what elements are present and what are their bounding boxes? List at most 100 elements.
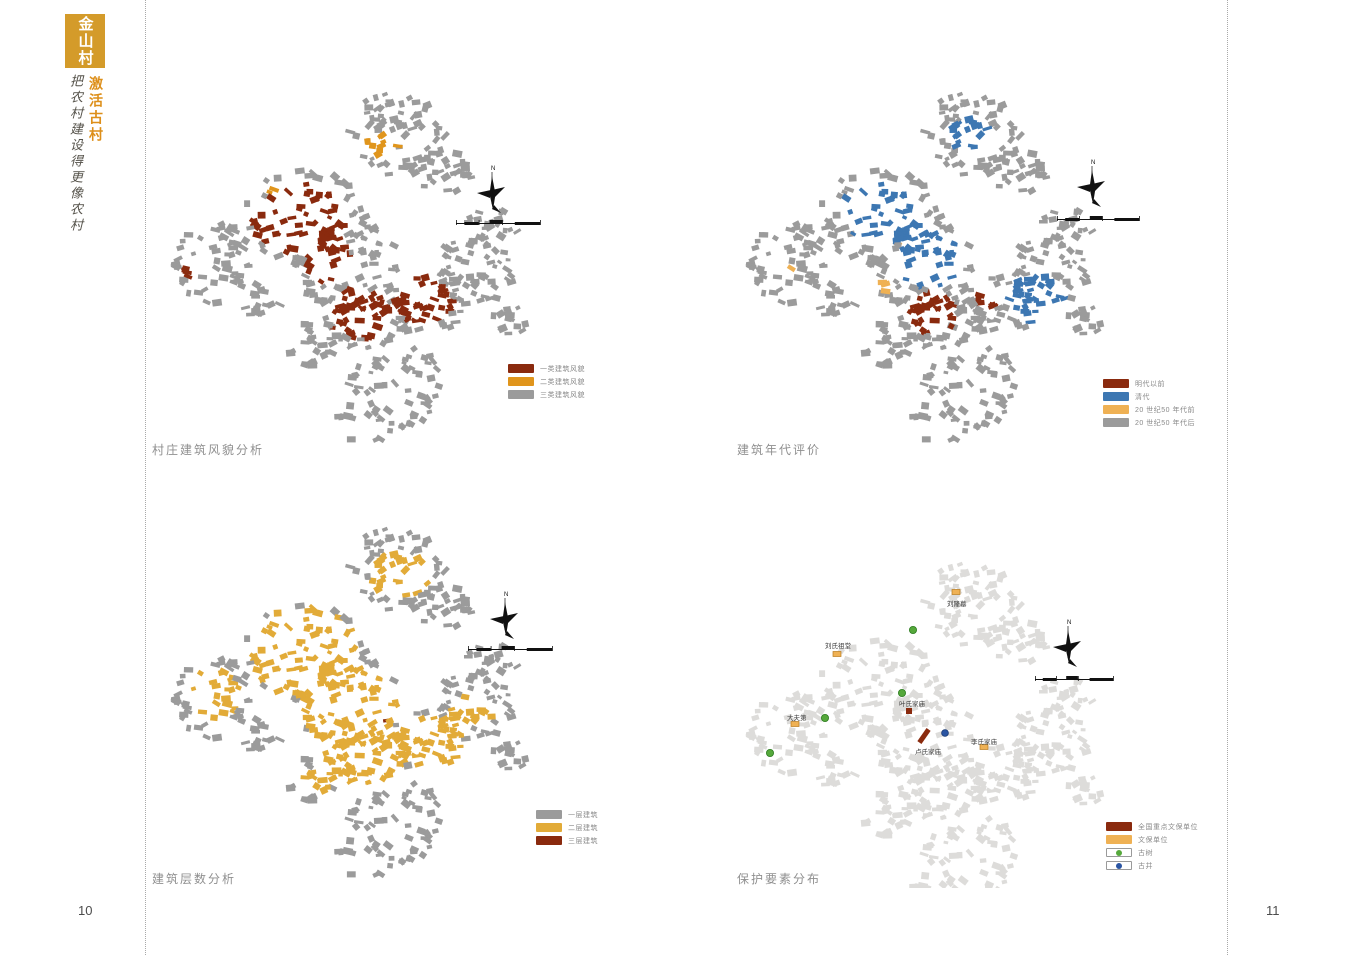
color-swatch xyxy=(508,390,534,399)
page-number-left: 10 xyxy=(78,903,93,918)
color-swatch xyxy=(1103,405,1129,414)
svg-text:N: N xyxy=(1091,160,1095,166)
color-swatch xyxy=(1106,835,1132,844)
well-swatch-icon xyxy=(1106,861,1132,870)
right-dotted-divider xyxy=(1227,0,1228,955)
ancient-tree-marker xyxy=(897,688,906,697)
legend-label: 20 世纪50 年代后 xyxy=(1135,419,1195,427)
building-footprints xyxy=(745,91,1105,444)
sidebar-slogan: 把农村建设得更像农村 xyxy=(68,74,83,234)
legend-label: 文保单位 xyxy=(1138,836,1168,844)
relic-marker xyxy=(951,589,961,595)
legend-label: 三类建筑风貌 xyxy=(540,391,585,399)
map-panel-floors: N xyxy=(160,483,580,883)
color-swatch xyxy=(508,364,534,373)
left-dotted-divider xyxy=(145,0,146,955)
map-title-age: 建筑年代评价 xyxy=(737,443,822,457)
map-panel-style: N xyxy=(160,48,580,448)
legend-label: 一层建筑 xyxy=(568,811,598,819)
legend-label: 古树 xyxy=(1138,849,1153,857)
map-title-protect: 保护要素分布 xyxy=(737,872,822,886)
village-name: 金山村 xyxy=(76,15,94,67)
sidebar-subtitle: 激活古村 xyxy=(88,76,104,144)
north-arrow-icon: N xyxy=(477,166,505,213)
legend-label: 一类建筑风貌 xyxy=(540,365,585,373)
legend-item: 全国重点文保单位 xyxy=(1106,820,1198,833)
ancient-tree-marker xyxy=(765,748,774,757)
legend-item: 古树 xyxy=(1106,846,1198,859)
map-svg-age: N xyxy=(745,91,1140,444)
legend-protect: 全国重点文保单位 文保单位古树古井 xyxy=(1106,820,1198,872)
map-svg-style: N xyxy=(170,91,541,444)
legend-age: 明代以前清代 20 世纪50 年代前 20 世纪50 年代后 xyxy=(1103,377,1195,429)
legend-item: 一层建筑 xyxy=(536,808,598,821)
building-footprints xyxy=(170,91,530,444)
legend-label: 二类建筑风貌 xyxy=(540,378,585,386)
legend-item: 古井 xyxy=(1106,859,1198,872)
map-svg-floors: N xyxy=(170,526,553,879)
legend-label: 古井 xyxy=(1138,862,1153,870)
color-swatch xyxy=(1103,418,1129,427)
legend-item: 三类建筑风貌 xyxy=(508,388,585,401)
relic-label: 刘氏祖堂 xyxy=(825,641,852,650)
building-footprints xyxy=(170,526,530,879)
ancient-tree-marker xyxy=(908,626,917,635)
legend-item: 三层建筑 xyxy=(536,834,598,847)
color-swatch xyxy=(536,836,562,845)
svg-text:N: N xyxy=(504,592,508,598)
color-swatch xyxy=(508,377,534,386)
page-number-right: 11 xyxy=(1266,903,1280,918)
map-title-style: 村庄建筑风貌分析 xyxy=(152,443,265,457)
relic-label: 李氏家庙 xyxy=(971,737,998,746)
relic-label: 叶氏家庙 xyxy=(899,699,926,708)
color-swatch xyxy=(536,810,562,819)
legend-item: 明代以前 xyxy=(1103,377,1195,390)
relic-label: 大夫第 xyxy=(787,713,807,722)
legend-item: 一类建筑风貌 xyxy=(508,362,585,375)
legend-label: 明代以前 xyxy=(1135,380,1165,388)
relic-marker xyxy=(906,708,912,714)
legend-label: 三层建筑 xyxy=(568,837,598,845)
svg-text:N: N xyxy=(491,166,495,172)
scale-bar xyxy=(1057,216,1140,221)
relic-marker xyxy=(790,721,800,727)
legend-item: 二类建筑风貌 xyxy=(508,375,585,388)
legend-item: 二层建筑 xyxy=(536,821,598,834)
svg-text:N: N xyxy=(1067,620,1071,626)
village-name-badge: 金山村 xyxy=(65,14,105,68)
legend-label: 清代 xyxy=(1135,393,1150,401)
relic-label: 刘隆墓 xyxy=(947,599,967,608)
legend-item: 文保单位 xyxy=(1106,833,1198,846)
relic-label: 卢氏家庙 xyxy=(915,747,942,756)
legend-item: 20 世纪50 年代前 xyxy=(1103,403,1195,416)
legend-style: 一类建筑风貌 二类建筑风貌 三类建筑风貌 xyxy=(508,362,585,401)
legend-label: 全国重点文保单位 xyxy=(1138,823,1198,831)
scale-bar xyxy=(468,646,553,651)
map-panel-age: N xyxy=(735,48,1155,460)
color-swatch xyxy=(1103,379,1129,388)
color-swatch xyxy=(536,823,562,832)
color-swatch xyxy=(1103,392,1129,401)
scale-bar xyxy=(1035,676,1114,681)
map-title-floors: 建筑层数分析 xyxy=(152,872,237,886)
building-footprints xyxy=(745,561,1105,888)
legend-label: 二层建筑 xyxy=(568,824,598,832)
north-arrow-icon: N xyxy=(490,592,518,639)
relic-marker xyxy=(832,651,842,657)
map-panel-protect: N 刘隆墓刘氏祖堂大夫第 叶氏家庙卢氏家庙 李氏家庙 xyxy=(735,518,1135,888)
legend-label: 20 世纪50 年代前 xyxy=(1135,406,1195,414)
north-arrow-icon: N xyxy=(1053,620,1081,667)
legend-item: 20 世纪50 年代后 xyxy=(1103,416,1195,429)
north-arrow-icon: N xyxy=(1077,160,1105,207)
relic-marker xyxy=(979,744,989,750)
legend-floors: 一层建筑二层建筑三层建筑 xyxy=(536,808,598,847)
tree-swatch-icon xyxy=(1106,848,1132,857)
color-swatch xyxy=(1106,822,1132,831)
ancient-tree-marker xyxy=(821,713,830,722)
relic-marker xyxy=(917,728,931,744)
legend-item: 清代 xyxy=(1103,390,1195,403)
ancient-well-marker xyxy=(941,729,949,737)
scale-bar xyxy=(456,220,541,225)
